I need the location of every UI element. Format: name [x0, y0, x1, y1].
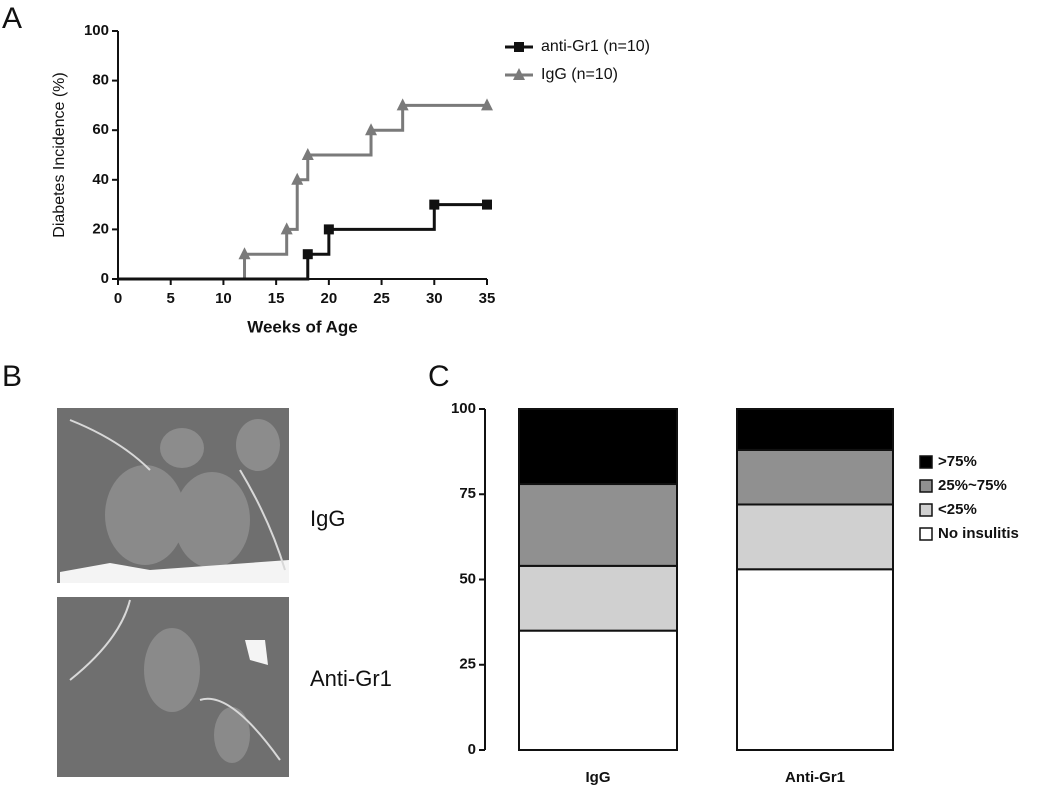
bar-segment — [518, 483, 678, 567]
bar-segment — [518, 564, 678, 632]
legend-label: >75% — [938, 453, 977, 470]
bar-segment — [518, 408, 678, 486]
x-tick-label: 0 — [114, 290, 122, 307]
y-tick-label: 100 — [84, 22, 109, 39]
bar-segment — [518, 629, 678, 752]
y-tick-label: 75 — [459, 485, 476, 502]
y-tick-label: 100 — [451, 400, 476, 417]
legend-swatch — [919, 479, 933, 493]
x-tick-label: Anti-Gr1 — [785, 769, 845, 786]
marker — [514, 42, 524, 52]
legend-swatch — [919, 455, 933, 469]
legend-label: No insulitis — [938, 525, 1019, 542]
legend-label: IgG (n=10) — [541, 66, 618, 83]
legend-swatch — [919, 503, 933, 517]
legend-label: <25% — [938, 501, 977, 518]
step-line — [118, 203, 487, 281]
legend-swatch — [919, 527, 933, 541]
x-tick-label: 5 — [167, 290, 175, 307]
panel-letter: A — [2, 2, 22, 35]
bar-segment — [736, 503, 894, 571]
y-tick-label: 60 — [92, 121, 109, 138]
marker — [280, 222, 293, 235]
marker — [482, 199, 492, 210]
step-line — [118, 103, 487, 281]
legend-label: anti-Gr1 (n=10) — [541, 38, 650, 55]
panel-letter: B — [2, 360, 22, 393]
x-tick-label: 35 — [479, 290, 496, 307]
marker — [323, 224, 334, 235]
legend-label: 25%~75% — [938, 477, 1007, 494]
bar-segment — [736, 448, 894, 506]
x-tick-label: 30 — [426, 290, 443, 307]
image-label: IgG — [310, 506, 345, 531]
x-tick-label: 15 — [268, 290, 285, 307]
micrograph — [57, 597, 289, 777]
y-tick-label: 50 — [459, 570, 476, 587]
y-tick-label: 40 — [92, 171, 109, 188]
x-axis-label: Weeks of Age — [247, 317, 358, 336]
y-tick-label: 25 — [459, 656, 476, 673]
marker — [365, 123, 378, 136]
bar-segment — [736, 568, 894, 752]
marker — [301, 148, 314, 160]
x-tick-label: 20 — [321, 290, 338, 307]
marker — [396, 98, 409, 111]
marker — [513, 68, 525, 80]
marker — [238, 247, 251, 260]
marker — [481, 98, 493, 111]
micrograph — [57, 408, 289, 583]
y-tick-label: 20 — [92, 220, 109, 237]
marker — [291, 172, 304, 185]
image-label: Anti-Gr1 — [310, 666, 392, 691]
y-axis-label: Diabetes Incidence (%) — [51, 72, 68, 237]
bar-segment — [736, 408, 894, 451]
y-tick-label: 80 — [92, 72, 109, 89]
x-tick-label: 25 — [373, 290, 390, 307]
y-tick-label: 0 — [101, 270, 109, 287]
x-tick-label: 10 — [215, 290, 232, 307]
marker — [302, 249, 313, 260]
y-tick-label: 0 — [468, 741, 476, 758]
x-tick-label: IgG — [586, 769, 611, 786]
marker — [429, 199, 440, 210]
panel-letter: C — [428, 360, 450, 393]
